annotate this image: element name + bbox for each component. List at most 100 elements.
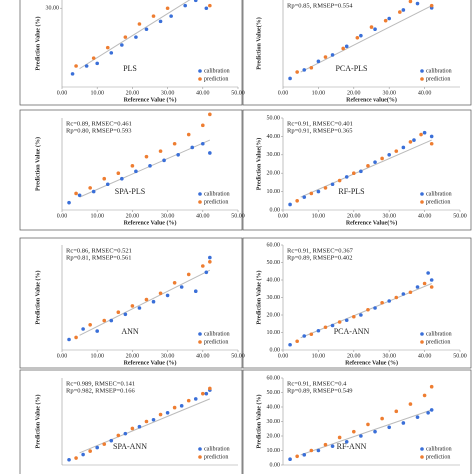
data-point bbox=[201, 123, 205, 128]
data-point bbox=[204, 391, 209, 396]
legend-marker bbox=[198, 200, 202, 204]
data-point bbox=[422, 130, 427, 135]
x-tick-label: 30.00 bbox=[161, 353, 175, 359]
data-point bbox=[74, 456, 78, 460]
data-point bbox=[366, 307, 370, 312]
annotation: Rc=0.91, RMSEC=0.4 bbox=[287, 380, 347, 387]
annotation: Rp=0.85, RMSEP=0.554 bbox=[287, 2, 353, 9]
data-point bbox=[120, 43, 124, 47]
data-point bbox=[81, 452, 85, 457]
data-point bbox=[109, 318, 114, 323]
annotation: Rp=0.982, RMSEP=0.166 bbox=[66, 387, 135, 394]
legend-marker bbox=[420, 447, 424, 451]
x-tick-label: 20.00 bbox=[347, 213, 361, 219]
y-tick-label: 40.00 bbox=[267, 277, 281, 283]
y-tick-label: 50.00 bbox=[267, 390, 281, 396]
x-tick-label: 0.00 bbox=[57, 90, 68, 96]
legend-marker bbox=[198, 455, 202, 459]
data-point bbox=[151, 299, 156, 304]
data-point bbox=[408, 140, 413, 144]
x-axis-title: Reference Value (%) bbox=[124, 219, 177, 226]
x-tick-label: 10.00 bbox=[312, 353, 326, 359]
data-point bbox=[422, 281, 427, 286]
x-tick-label: 0.00 bbox=[278, 90, 289, 96]
data-point bbox=[394, 409, 399, 414]
data-point bbox=[144, 297, 149, 302]
data-point bbox=[344, 175, 349, 179]
legend-label: prediction bbox=[204, 76, 228, 82]
data-point bbox=[401, 8, 406, 12]
data-point bbox=[144, 27, 149, 32]
y-axis-title: Prediction Value (%) bbox=[34, 395, 41, 449]
data-point bbox=[401, 292, 406, 296]
data-point bbox=[102, 442, 107, 446]
data-point bbox=[366, 164, 370, 168]
x-tick-label: 30.00 bbox=[382, 90, 396, 96]
data-point bbox=[137, 306, 142, 310]
panel-frame bbox=[19, 237, 243, 369]
legend-marker bbox=[198, 69, 202, 73]
x-tick-label: 40.00 bbox=[196, 213, 210, 219]
data-point bbox=[162, 158, 166, 163]
model-label: PLS bbox=[123, 64, 137, 73]
data-point bbox=[429, 285, 434, 289]
data-point bbox=[408, 402, 413, 406]
y-tick-label: 40.00 bbox=[267, 134, 281, 140]
annotation: Rp=0.89, RMSEP=0.549 bbox=[287, 387, 352, 394]
data-point bbox=[105, 45, 110, 50]
data-point bbox=[208, 151, 212, 155]
data-point bbox=[426, 411, 430, 415]
y-axis-title: Prediction Value (%) bbox=[255, 271, 262, 325]
data-point bbox=[144, 154, 149, 159]
y-axis-title: Prediction Value (%) bbox=[34, 271, 41, 325]
x-tick-label: 10.00 bbox=[90, 90, 104, 96]
data-point bbox=[109, 438, 114, 443]
data-point bbox=[352, 314, 356, 319]
annotation: Rc=0.91, RMSEC=0.401 bbox=[287, 120, 353, 127]
data-point bbox=[295, 339, 299, 344]
data-point bbox=[323, 325, 328, 330]
data-point bbox=[316, 448, 321, 453]
data-point bbox=[387, 16, 392, 21]
y-tick-label: 20.00 bbox=[267, 433, 281, 439]
data-point bbox=[208, 255, 212, 260]
data-point bbox=[193, 397, 198, 401]
data-point bbox=[183, 3, 187, 8]
data-point bbox=[165, 411, 170, 415]
legend-marker bbox=[420, 77, 424, 81]
data-point bbox=[387, 425, 392, 430]
data-point bbox=[186, 272, 191, 277]
data-point bbox=[352, 429, 356, 434]
y-axis-title: Prediction Value (%) bbox=[34, 137, 41, 191]
legend-label: calibration bbox=[204, 191, 230, 197]
data-point bbox=[158, 412, 163, 417]
y-axis-title: Prediction Value (%) bbox=[34, 17, 41, 71]
data-point bbox=[105, 182, 110, 187]
data-point bbox=[302, 334, 307, 338]
x-tick-label: 30.00 bbox=[161, 213, 175, 219]
x-tick-label: 50.00 bbox=[231, 353, 245, 359]
model-label: SPA-ANN bbox=[113, 442, 147, 451]
x-tick-label: 50.00 bbox=[231, 90, 245, 96]
data-point bbox=[204, 270, 209, 275]
x-tick-label: 10.00 bbox=[312, 213, 326, 219]
data-point bbox=[144, 419, 149, 424]
model-label: RF-ANN bbox=[337, 442, 367, 451]
y-tick-label: 50.00 bbox=[267, 260, 281, 266]
y-tick-label: 10.00 bbox=[267, 189, 281, 195]
panel-frame bbox=[19, 109, 243, 231]
data-point bbox=[429, 3, 434, 8]
data-point bbox=[88, 323, 92, 327]
data-point bbox=[316, 59, 321, 64]
data-point bbox=[123, 431, 128, 436]
data-point bbox=[429, 278, 434, 282]
trend-line bbox=[79, 398, 211, 454]
legend-label: calibration bbox=[426, 68, 452, 74]
data-point bbox=[309, 332, 314, 337]
data-point bbox=[158, 291, 163, 296]
x-tick-label: 30.00 bbox=[382, 213, 396, 219]
data-point bbox=[419, 132, 423, 137]
data-point bbox=[95, 61, 99, 66]
x-tick-label: 30.00 bbox=[161, 90, 175, 96]
y-tick-label: 40.00 bbox=[267, 404, 281, 410]
